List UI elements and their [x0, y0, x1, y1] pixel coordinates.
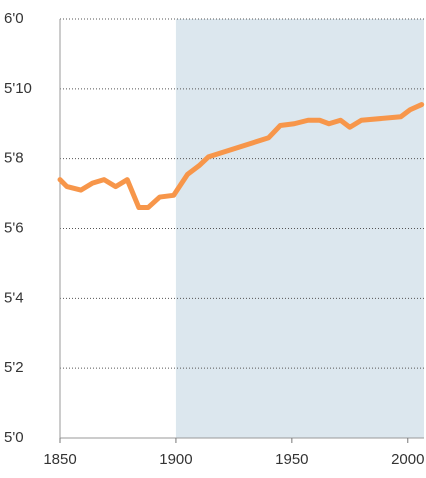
x-tick-label: 2000	[391, 451, 424, 468]
highlight-region	[175, 19, 424, 438]
x-tick-label: 1900	[159, 451, 192, 468]
y-tick-label: 5'0	[4, 429, 24, 446]
y-tick-label: 5'2	[4, 359, 24, 376]
data-line	[57, 102, 425, 211]
x-tick-label: 1850	[43, 451, 76, 468]
x-tick-label: 1950	[275, 451, 308, 468]
y-tick-label: 5'8	[4, 150, 24, 167]
y-tick-label: 5'4	[4, 289, 24, 306]
y-tick-label: 5'6	[4, 219, 24, 236]
y-tick-label: 5'10	[4, 80, 32, 97]
y-tick-label: 6'0	[4, 10, 24, 27]
